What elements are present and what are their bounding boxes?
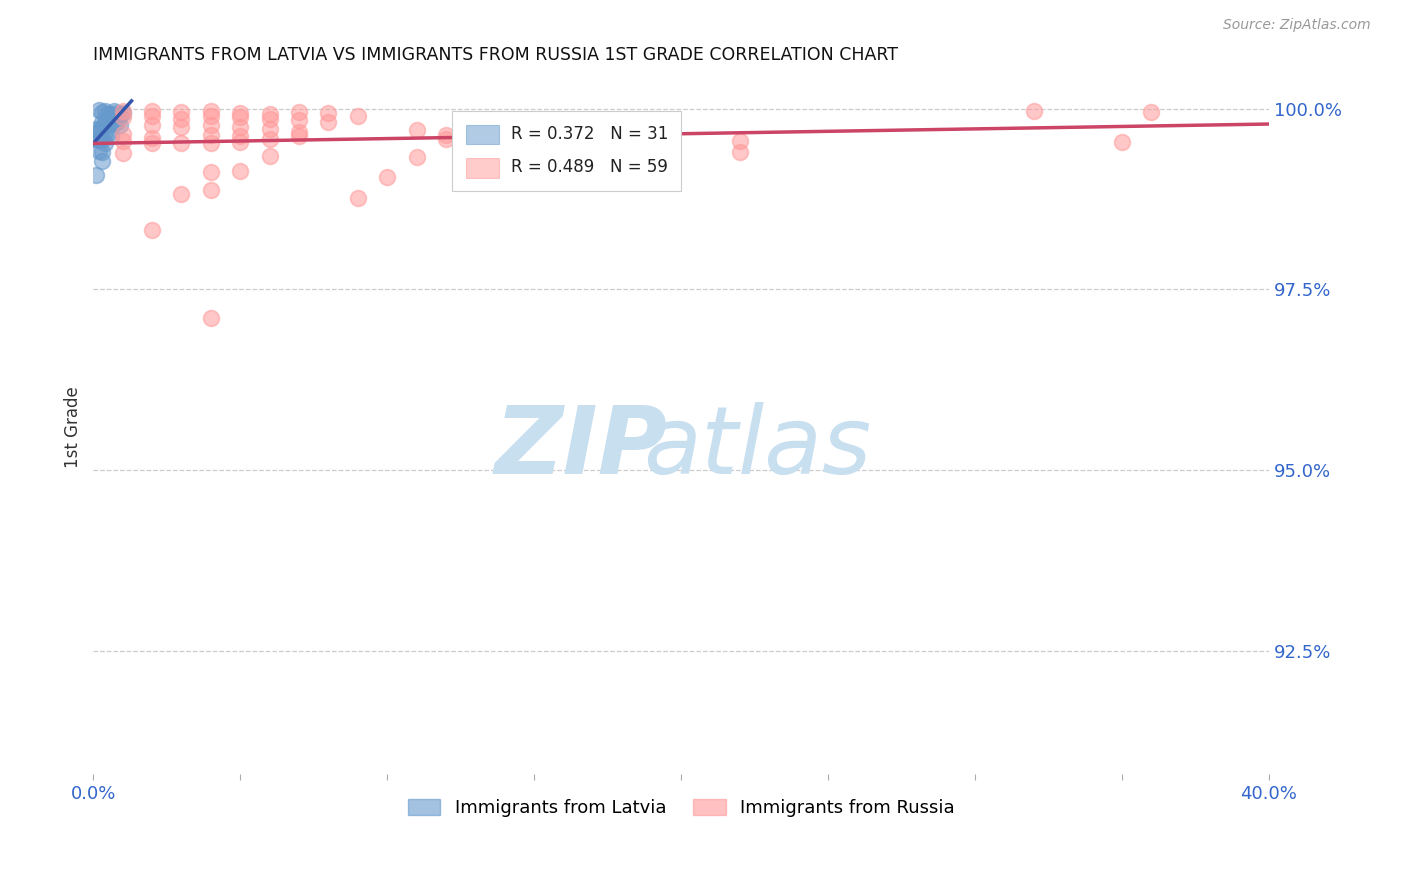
Point [1140, 105, 1163, 120]
Point [91, 145, 114, 159]
Point [103, 116, 125, 130]
Text: Source: ZipAtlas.com: Source: ZipAtlas.com [1223, 19, 1371, 32]
Point [100, 129, 122, 144]
Y-axis label: 1st Grade: 1st Grade [65, 386, 82, 467]
Point [229, 120, 252, 135]
Point [103, 104, 125, 119]
Point [728, 134, 751, 148]
Point [100, 107, 122, 121]
Point [347, 109, 370, 123]
Point [494, 120, 516, 135]
Point [91, 133, 114, 147]
Point [111, 127, 134, 141]
Point [200, 311, 222, 326]
Text: R = 0.489   N = 59: R = 0.489 N = 59 [510, 158, 668, 176]
Point [97, 126, 120, 140]
Point [89, 123, 111, 137]
Point [97, 118, 120, 132]
Point [229, 135, 252, 149]
Point [89, 144, 111, 158]
Point [84, 132, 107, 146]
Point [105, 114, 128, 128]
Point [91, 114, 114, 128]
Text: IMMIGRANTS FROM LATVIA VS IMMIGRANTS FROM RUSSIA 1ST GRADE CORRELATION CHART: IMMIGRANTS FROM LATVIA VS IMMIGRANTS FRO… [93, 46, 898, 64]
Point [1111, 135, 1133, 149]
FancyBboxPatch shape [465, 125, 499, 145]
Point [141, 130, 163, 145]
Point [100, 114, 122, 128]
Point [728, 145, 751, 159]
Point [288, 129, 311, 144]
Point [170, 186, 193, 201]
Point [97, 106, 120, 120]
Point [229, 106, 252, 120]
Point [318, 114, 340, 128]
Point [375, 169, 398, 184]
Point [259, 106, 281, 120]
Point [94, 103, 117, 118]
Text: ZIP: ZIP [495, 401, 668, 494]
Point [94, 116, 117, 130]
Point [89, 103, 111, 117]
Point [612, 118, 634, 132]
Point [91, 105, 114, 120]
Point [89, 133, 111, 147]
Point [111, 134, 134, 148]
Point [91, 120, 114, 135]
Point [523, 130, 546, 145]
Point [229, 129, 252, 144]
Point [84, 168, 107, 182]
Point [464, 129, 486, 144]
Point [259, 148, 281, 162]
Text: atlas: atlas [644, 402, 872, 493]
Point [141, 223, 163, 237]
Point [405, 123, 427, 137]
Point [347, 191, 370, 205]
Point [111, 106, 134, 120]
Point [170, 105, 193, 120]
Point [318, 106, 340, 120]
Point [141, 136, 163, 151]
Point [94, 125, 117, 139]
Point [200, 104, 222, 119]
Point [288, 113, 311, 128]
Point [434, 128, 457, 142]
Point [200, 183, 222, 197]
Text: R = 0.372   N = 31: R = 0.372 N = 31 [510, 125, 668, 143]
Point [170, 112, 193, 127]
Point [89, 125, 111, 139]
Point [200, 128, 222, 143]
Point [111, 103, 134, 118]
Point [259, 132, 281, 146]
FancyBboxPatch shape [465, 158, 499, 178]
Point [200, 165, 222, 179]
Point [94, 136, 117, 151]
Point [105, 106, 128, 120]
Point [111, 110, 134, 124]
Point [170, 120, 193, 134]
Point [200, 109, 222, 123]
Point [141, 104, 163, 119]
Point [405, 150, 427, 164]
Point [288, 125, 311, 139]
Point [84, 121, 107, 136]
Point [91, 153, 114, 168]
Point [288, 105, 311, 120]
Point [108, 118, 131, 132]
FancyBboxPatch shape [451, 111, 681, 191]
Point [259, 112, 281, 126]
Legend: Immigrants from Latvia, Immigrants from Russia: Immigrants from Latvia, Immigrants from … [401, 791, 962, 824]
Point [111, 146, 134, 161]
Point [108, 107, 131, 121]
Point [170, 136, 193, 151]
Point [141, 118, 163, 132]
Point [200, 118, 222, 132]
Point [259, 121, 281, 136]
Point [229, 163, 252, 178]
Point [1022, 104, 1045, 119]
Point [229, 110, 252, 124]
Point [200, 136, 222, 150]
Point [141, 109, 163, 123]
Point [434, 132, 457, 146]
